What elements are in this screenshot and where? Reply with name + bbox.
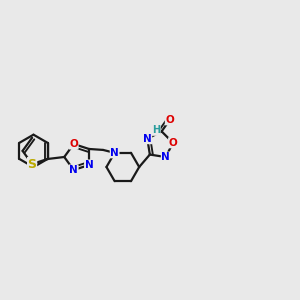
Text: N: N bbox=[110, 148, 119, 158]
Text: N: N bbox=[85, 160, 93, 170]
Text: N: N bbox=[69, 165, 78, 175]
Text: O: O bbox=[69, 139, 78, 149]
Text: O: O bbox=[165, 115, 174, 125]
Text: N: N bbox=[161, 152, 170, 162]
Text: O: O bbox=[169, 138, 177, 148]
Text: H: H bbox=[152, 125, 160, 135]
Text: N: N bbox=[143, 134, 152, 144]
Text: S: S bbox=[28, 158, 37, 170]
